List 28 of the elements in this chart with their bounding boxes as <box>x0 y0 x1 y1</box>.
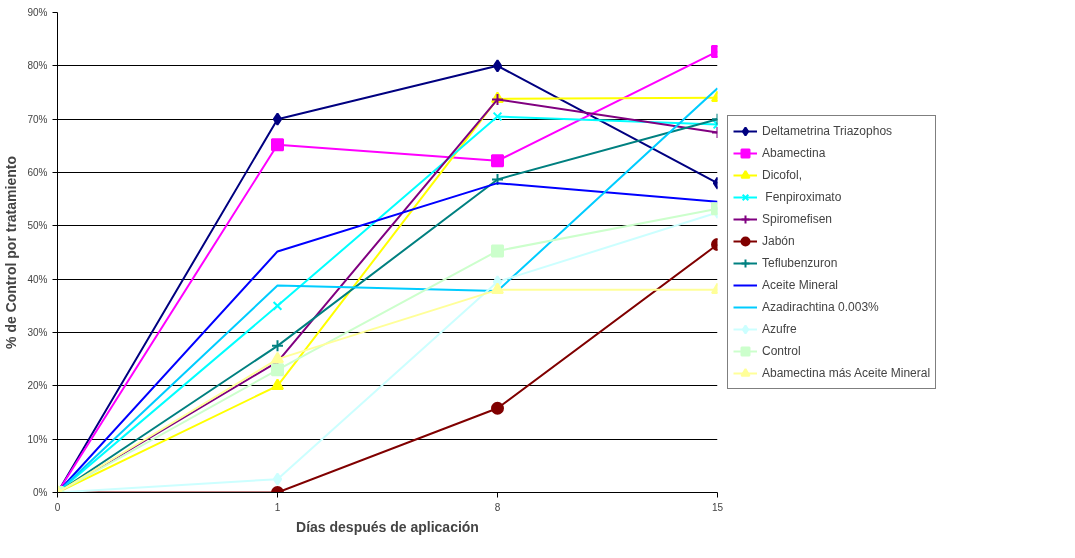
legend-label: Aceite Mineral <box>762 277 839 294</box>
legend-label: Azadirachtina 0.003% <box>762 299 879 316</box>
y-tick-label: 80% <box>27 60 48 72</box>
legend-label: Control <box>762 343 801 360</box>
x-axis-title: Días después de aplicación <box>296 518 479 535</box>
y-tick-label: 50% <box>27 220 48 232</box>
x-tick-label: 15 <box>711 501 724 513</box>
legend-label: Deltametrina Triazophos <box>762 123 893 140</box>
y-tick-label: 70% <box>27 113 48 125</box>
y-tick-label: 0% <box>33 487 48 498</box>
x-tick-label: 0 <box>54 501 61 513</box>
y-axis-title: % de Control por tratamiento <box>3 156 20 349</box>
y-tick-label: 20% <box>27 380 48 392</box>
y-tick-label: 90% <box>27 7 48 18</box>
legend-label: Abamectina <box>762 145 826 162</box>
y-tick-label: 40% <box>27 273 48 285</box>
y-tick-label: 60% <box>27 167 48 178</box>
legend-label: Spiromefisen <box>762 211 833 228</box>
x-tick-label: 1 <box>274 501 281 513</box>
legend-label: Azufre <box>762 321 797 338</box>
legend-label: Jabón <box>762 233 795 250</box>
legend-label: Fenpiroximato <box>764 189 842 206</box>
legend-label: Teflubenzuron <box>762 255 838 272</box>
legend-label: Dicofol, <box>762 167 803 184</box>
legend-label: Abamectina más Aceite Mineral <box>762 365 931 382</box>
y-tick-label: 30% <box>27 327 48 338</box>
y-tick-label: 10% <box>27 433 48 445</box>
x-tick-label: 8 <box>494 501 501 513</box>
